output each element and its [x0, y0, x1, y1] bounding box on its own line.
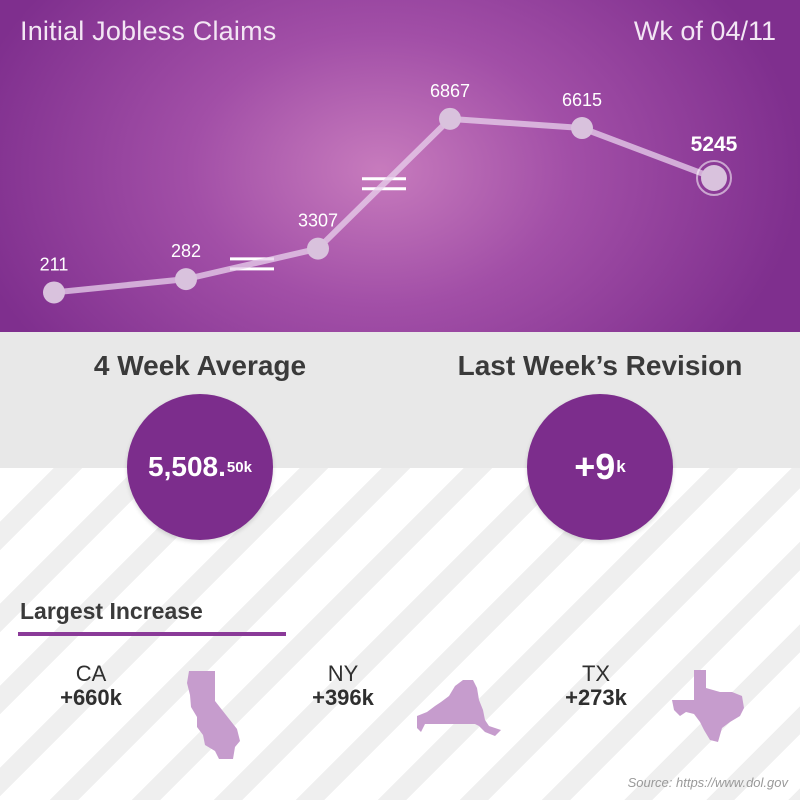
state-increase: +396k [312, 685, 374, 710]
data-point [571, 117, 593, 140]
week-label: Wk of 04/11 [633, 16, 776, 46]
revision-unit: k [616, 457, 626, 476]
largest-increase-title: Largest Increase [20, 598, 203, 624]
data-label: 6615 [562, 90, 602, 110]
four-week-average-value: 5,508. [148, 451, 226, 482]
series-line-segment [51, 276, 189, 296]
series-line-segment [183, 245, 321, 283]
texas-map-icon [672, 670, 744, 742]
state-tx: TX +273k [541, 662, 651, 710]
data-label: 282 [171, 241, 201, 261]
state-ny: NY +396k [288, 662, 398, 710]
highlight-ring [696, 159, 732, 196]
data-point [43, 281, 65, 304]
new-york-map-icon [417, 680, 501, 736]
state-ca: CA +660k [36, 662, 146, 710]
state-abbr: TX [581, 661, 611, 686]
series-line-segment [315, 115, 453, 252]
page-title: Initial Jobless Claims [20, 16, 277, 46]
data-point [175, 268, 197, 291]
source-credit: Source: https://www.dol.gov [627, 775, 788, 790]
four-week-average-circle: 5,508. 50k [127, 394, 273, 540]
series-line-segment [579, 125, 717, 181]
state-increase: +273k [565, 685, 627, 710]
california-map-icon [187, 671, 240, 759]
revision-label: Last Week’s Revision [457, 350, 743, 381]
state-increase: +660k [60, 685, 122, 710]
data-point [439, 107, 461, 130]
data-label: 3307 [298, 211, 338, 231]
series-line-segment [447, 115, 585, 132]
chart-panel: 211 282 3307 6867 6615 5245 Initial Jobless C… [0, 0, 800, 332]
title-underline [18, 632, 286, 636]
four-week-average-decimal: 50k [226, 458, 252, 476]
state-abbr: NY [327, 661, 359, 686]
data-label: 211 [40, 254, 69, 274]
state-abbr: CA [75, 661, 107, 686]
data-point [701, 164, 727, 191]
data-label: 6867 [430, 81, 470, 101]
data-label: 5245 [691, 133, 738, 156]
revision-value: +9 [574, 446, 616, 487]
data-point [307, 237, 329, 260]
line-chart: 211 282 3307 6867 6615 5245 [40, 81, 738, 304]
revision-circle: +9 k [527, 394, 673, 540]
four-week-average-label: 4 Week Average [93, 350, 307, 381]
